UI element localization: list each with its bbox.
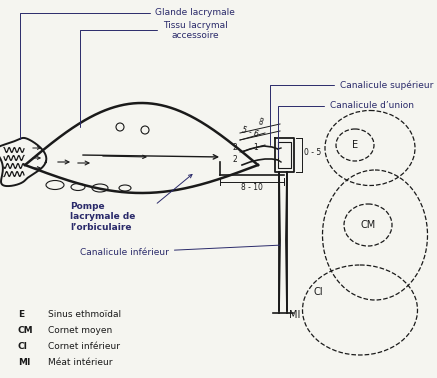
Text: 5 - 6: 5 - 6 [240, 125, 260, 139]
Text: Cornet inférieur: Cornet inférieur [48, 342, 120, 351]
Text: 8: 8 [257, 117, 264, 127]
Text: Canalicule inférieur: Canalicule inférieur [80, 245, 280, 257]
Text: Cornet moyen: Cornet moyen [48, 326, 112, 335]
Text: 0 - 5: 0 - 5 [304, 148, 321, 157]
Text: E: E [18, 310, 24, 319]
Text: Canalicule supérieur: Canalicule supérieur [270, 81, 434, 145]
Text: CI: CI [18, 342, 28, 351]
Text: CM: CM [361, 220, 376, 230]
Text: Glande lacrymale: Glande lacrymale [20, 8, 235, 139]
Text: Tissu lacrymal
accessoire: Tissu lacrymal accessoire [80, 20, 227, 127]
Text: 2: 2 [232, 155, 237, 164]
Text: Méat intérieur: Méat intérieur [48, 358, 112, 367]
Text: CM: CM [18, 326, 34, 335]
Text: MI: MI [289, 310, 301, 320]
Text: E: E [352, 140, 358, 150]
Text: 8 - 10: 8 - 10 [241, 183, 263, 192]
Text: MI: MI [18, 358, 31, 367]
Text: Canalicule d’union: Canalicule d’union [278, 101, 414, 157]
Text: Sinus ethmoïdal: Sinus ethmoïdal [48, 310, 121, 319]
Text: CI: CI [313, 287, 323, 297]
Text: Pompe
lacrymale de
l’orbiculaire: Pompe lacrymale de l’orbiculaire [70, 202, 135, 232]
Text: 2: 2 [232, 143, 237, 152]
Text: 1: 1 [253, 143, 258, 152]
